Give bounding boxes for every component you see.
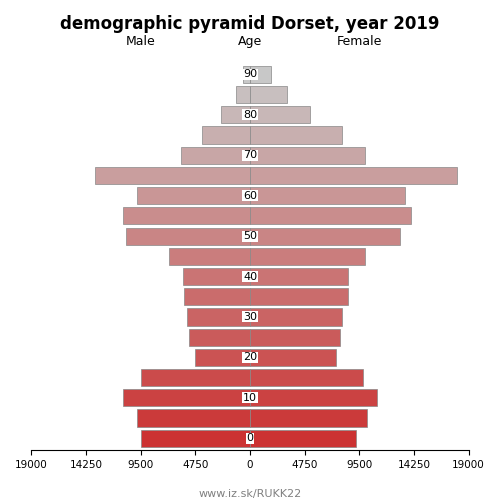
Bar [250,268,348,285]
Bar [250,106,310,124]
Text: 30: 30 [243,312,257,322]
Bar [186,308,250,326]
Bar [170,248,250,265]
Text: 40: 40 [243,272,257,281]
Bar [184,268,250,285]
Bar [250,348,336,366]
Text: Age: Age [238,35,262,48]
Bar [137,187,250,204]
Text: 80: 80 [243,110,257,120]
Bar [124,208,250,224]
Bar [243,66,250,83]
Bar [221,106,250,124]
Text: 50: 50 [243,231,257,241]
Text: 70: 70 [243,150,257,160]
Bar [184,288,250,306]
Bar [189,328,250,345]
Bar [137,410,250,426]
Text: Male: Male [126,35,156,48]
Text: Female: Female [336,35,382,48]
Text: 0: 0 [246,433,254,443]
Text: 10: 10 [243,392,257,402]
Bar [250,328,340,345]
Bar [250,430,356,446]
Bar [250,410,368,426]
Title: demographic pyramid Dorset, year 2019: demographic pyramid Dorset, year 2019 [60,15,440,33]
Bar [250,66,270,83]
Bar [250,288,348,306]
Text: www.iz.sk/RUKK22: www.iz.sk/RUKK22 [198,490,302,500]
Bar [250,167,457,184]
Bar [202,126,250,144]
Bar [250,208,411,224]
Bar [126,228,250,244]
Text: 20: 20 [243,352,257,362]
Bar [250,228,400,244]
Bar [181,146,250,164]
Bar [94,167,250,184]
Bar [250,248,365,265]
Bar [250,126,342,144]
Bar [250,369,363,386]
Bar [140,369,250,386]
Bar [140,430,250,446]
Bar [250,187,406,204]
Bar [124,389,250,406]
Text: 60: 60 [243,190,257,200]
Bar [250,389,376,406]
Bar [250,86,287,104]
Text: 90: 90 [243,70,257,80]
Bar [236,86,250,104]
Bar [250,308,342,326]
Bar [195,348,250,366]
Bar [250,146,365,164]
